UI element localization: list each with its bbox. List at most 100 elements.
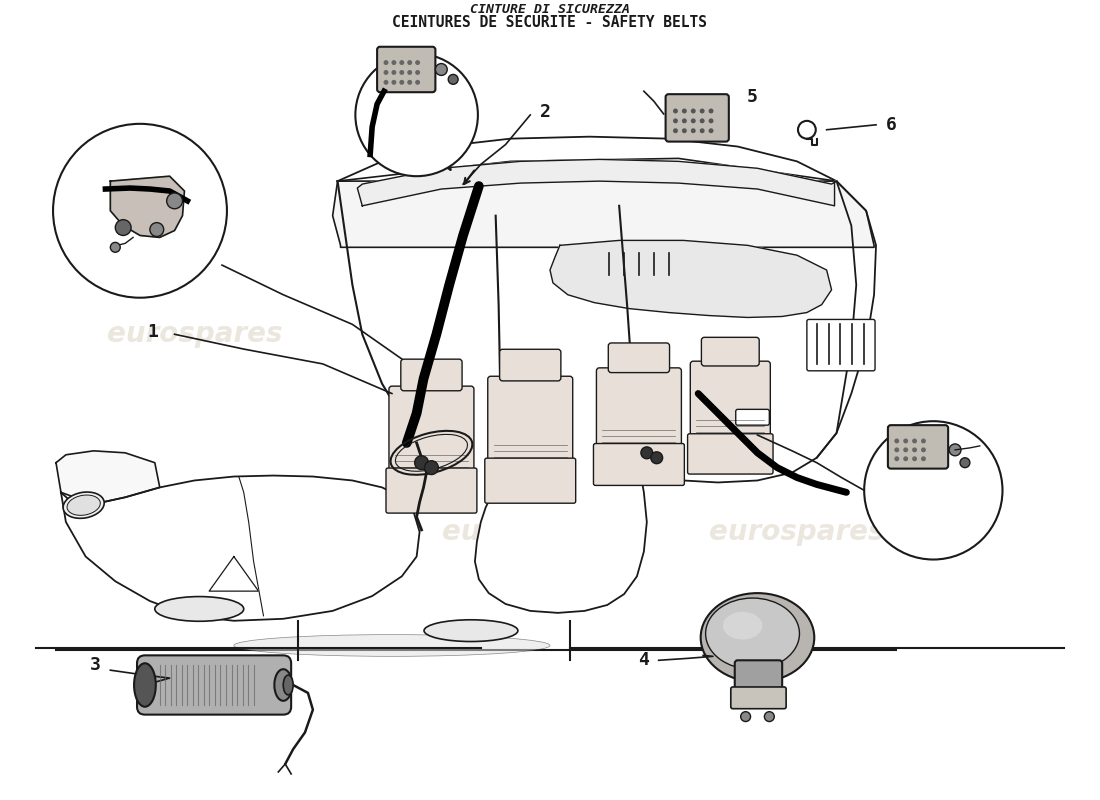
Circle shape bbox=[384, 70, 388, 75]
Text: 6: 6 bbox=[886, 116, 896, 134]
FancyBboxPatch shape bbox=[487, 376, 573, 466]
Circle shape bbox=[700, 118, 705, 123]
FancyBboxPatch shape bbox=[888, 425, 948, 469]
Circle shape bbox=[894, 438, 900, 443]
Circle shape bbox=[903, 456, 909, 462]
FancyBboxPatch shape bbox=[736, 410, 769, 425]
Ellipse shape bbox=[234, 634, 550, 656]
Circle shape bbox=[448, 74, 458, 84]
Text: 3: 3 bbox=[90, 656, 101, 674]
Ellipse shape bbox=[134, 663, 156, 706]
Circle shape bbox=[399, 60, 405, 65]
FancyBboxPatch shape bbox=[688, 434, 773, 474]
Circle shape bbox=[921, 438, 926, 443]
Circle shape bbox=[949, 444, 961, 456]
Text: 4: 4 bbox=[638, 651, 649, 670]
FancyBboxPatch shape bbox=[485, 458, 575, 503]
Ellipse shape bbox=[63, 492, 104, 518]
Circle shape bbox=[700, 109, 705, 114]
Ellipse shape bbox=[274, 669, 293, 701]
FancyBboxPatch shape bbox=[702, 338, 759, 366]
Ellipse shape bbox=[705, 598, 800, 669]
Text: CEINTURES DE SECURITE - SAFETY BELTS: CEINTURES DE SECURITE - SAFETY BELTS bbox=[393, 15, 707, 30]
Circle shape bbox=[110, 242, 120, 252]
Circle shape bbox=[865, 422, 1002, 559]
FancyBboxPatch shape bbox=[400, 359, 462, 390]
Ellipse shape bbox=[67, 495, 100, 515]
Circle shape bbox=[399, 80, 405, 85]
Circle shape bbox=[912, 447, 917, 452]
Circle shape bbox=[682, 118, 686, 123]
Circle shape bbox=[384, 60, 388, 65]
Text: eurospares: eurospares bbox=[442, 518, 618, 546]
Circle shape bbox=[167, 193, 183, 209]
Ellipse shape bbox=[155, 597, 244, 622]
Text: eurospares: eurospares bbox=[107, 320, 282, 348]
Polygon shape bbox=[209, 557, 258, 591]
Circle shape bbox=[392, 60, 396, 65]
Ellipse shape bbox=[424, 620, 518, 642]
Circle shape bbox=[384, 80, 388, 85]
FancyBboxPatch shape bbox=[807, 319, 874, 371]
Text: 1: 1 bbox=[147, 323, 158, 342]
Circle shape bbox=[903, 438, 909, 443]
Polygon shape bbox=[338, 137, 876, 613]
Circle shape bbox=[691, 109, 695, 114]
Circle shape bbox=[894, 447, 900, 452]
Text: 5: 5 bbox=[747, 88, 758, 106]
Circle shape bbox=[407, 80, 412, 85]
Circle shape bbox=[682, 128, 686, 134]
FancyBboxPatch shape bbox=[594, 443, 684, 486]
Circle shape bbox=[673, 109, 678, 114]
Circle shape bbox=[921, 456, 926, 462]
Circle shape bbox=[415, 70, 420, 75]
Circle shape bbox=[960, 458, 970, 468]
Circle shape bbox=[682, 109, 686, 114]
Circle shape bbox=[425, 461, 439, 474]
Circle shape bbox=[921, 447, 926, 452]
Circle shape bbox=[673, 118, 678, 123]
Circle shape bbox=[399, 70, 405, 75]
Circle shape bbox=[708, 128, 714, 134]
Circle shape bbox=[700, 128, 705, 134]
Circle shape bbox=[415, 80, 420, 85]
Circle shape bbox=[708, 118, 714, 123]
Polygon shape bbox=[550, 241, 832, 318]
Circle shape bbox=[691, 118, 695, 123]
FancyBboxPatch shape bbox=[499, 350, 561, 381]
FancyBboxPatch shape bbox=[730, 687, 786, 709]
Circle shape bbox=[150, 222, 164, 237]
Circle shape bbox=[392, 70, 396, 75]
FancyBboxPatch shape bbox=[377, 46, 436, 92]
Circle shape bbox=[53, 124, 227, 298]
Polygon shape bbox=[110, 176, 185, 238]
Circle shape bbox=[764, 712, 774, 722]
FancyBboxPatch shape bbox=[666, 94, 729, 142]
FancyBboxPatch shape bbox=[596, 368, 681, 451]
Ellipse shape bbox=[701, 593, 814, 682]
Ellipse shape bbox=[723, 612, 762, 639]
Circle shape bbox=[407, 70, 412, 75]
FancyBboxPatch shape bbox=[389, 386, 474, 475]
Circle shape bbox=[392, 80, 396, 85]
Circle shape bbox=[415, 60, 420, 65]
Circle shape bbox=[673, 128, 678, 134]
Circle shape bbox=[894, 456, 900, 462]
Ellipse shape bbox=[283, 675, 293, 695]
Text: 2: 2 bbox=[540, 103, 550, 121]
Polygon shape bbox=[358, 159, 836, 206]
Polygon shape bbox=[332, 181, 874, 247]
Circle shape bbox=[912, 456, 917, 462]
Circle shape bbox=[903, 447, 909, 452]
Circle shape bbox=[407, 60, 412, 65]
FancyBboxPatch shape bbox=[138, 655, 292, 714]
Circle shape bbox=[691, 128, 695, 134]
Circle shape bbox=[355, 54, 477, 176]
FancyBboxPatch shape bbox=[735, 660, 782, 696]
Text: eurospares: eurospares bbox=[710, 518, 884, 546]
Polygon shape bbox=[56, 451, 160, 504]
Circle shape bbox=[436, 63, 448, 75]
FancyBboxPatch shape bbox=[691, 361, 770, 441]
FancyBboxPatch shape bbox=[386, 468, 477, 513]
Circle shape bbox=[708, 109, 714, 114]
